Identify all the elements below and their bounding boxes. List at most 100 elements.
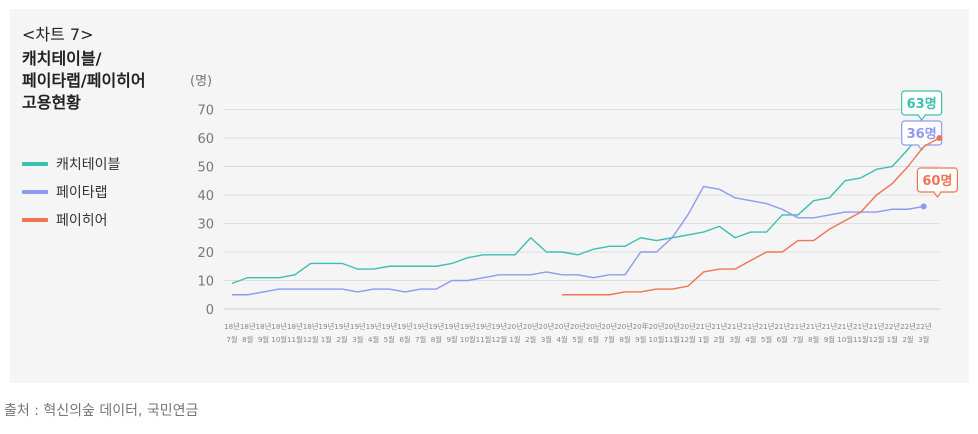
x-tick-year-label: 18년 (303, 322, 319, 331)
x-tick-year-label: 18년 (224, 322, 240, 331)
x-tick-month-label: 9월 (446, 335, 457, 344)
legend-swatch (22, 218, 48, 222)
x-tick-month-label: 12월 (680, 335, 696, 344)
legend-label: 페이타랩 (56, 185, 108, 201)
callout-pointer (932, 191, 942, 199)
x-tick-year-label: 20년 (586, 322, 602, 331)
x-tick-month-label: 10월 (837, 335, 853, 344)
x-tick-year-label: 19년 (491, 322, 507, 331)
y-tick-label: 10 (197, 275, 214, 290)
title-line-3: 고용현황 (22, 93, 81, 112)
x-tick-year-label: 21년 (727, 322, 743, 331)
legend-swatch (22, 190, 48, 194)
x-tick-month-label: 4월 (368, 335, 379, 344)
x-tick-month-label: 10월 (649, 335, 665, 344)
callout-value-label: 63명 (907, 96, 937, 112)
x-tick-month-label: 12월 (869, 335, 885, 344)
x-tick-month-label: 10월 (460, 335, 476, 344)
x-tick-year-label: 21년 (821, 322, 837, 331)
x-tick-month-label: 5월 (572, 335, 583, 344)
x-tick-year-label: 19년 (460, 322, 476, 331)
legend-item-catchtable: 캐치테이블 (22, 150, 120, 178)
x-tick-month-label: 7월 (226, 335, 237, 344)
x-tick-year-label: 19년 (444, 322, 460, 331)
x-tick-month-label: 2월 (525, 335, 536, 344)
x-tick-month-label: 12월 (491, 335, 507, 344)
x-tick-year-label: 20년 (507, 322, 523, 331)
legend-swatch (22, 162, 48, 166)
x-tick-year-label: 21년 (869, 322, 885, 331)
x-tick-month-label: 6월 (777, 335, 788, 344)
source-note: 출처 : 혁신의숲 데이터, 국민연금 (4, 403, 199, 419)
end-value-callout: 60명 (916, 167, 959, 199)
x-tick-year-label: 21년 (790, 322, 806, 331)
x-tick-month-label: 11월 (853, 335, 869, 344)
x-tick-month-label: 3월 (729, 335, 740, 344)
chart-number: <차트 7> (22, 25, 94, 44)
x-tick-year-label: 20년 (680, 322, 696, 331)
x-tick-year-label: 20년 (523, 322, 539, 331)
x-tick-year-label: 19년 (334, 322, 350, 331)
legend-item-paytalab: 페이타랩 (22, 178, 120, 206)
x-tick-month-label: 6월 (588, 335, 599, 344)
x-tick-month-label: 11월 (287, 335, 303, 344)
x-tick-year-label: 21년 (759, 322, 775, 331)
x-tick-month-label: 5월 (384, 335, 395, 344)
x-tick-year-label: 21년 (774, 322, 790, 331)
x-tick-month-label: 9월 (258, 335, 269, 344)
y-axis-unit-label: (명) (190, 74, 212, 89)
x-tick-year-label: 21년 (743, 322, 759, 331)
callout-value-label: 36명 (907, 126, 937, 142)
x-tick-year-label: 19년 (366, 322, 382, 331)
x-tick-year-label: 21년 (837, 322, 853, 331)
x-tick-year-label: 19년 (413, 322, 429, 331)
legend-label: 캐치테이블 (56, 157, 121, 173)
x-tick-year-label: 20년 (539, 322, 555, 331)
x-tick-year-label: 18년 (240, 322, 256, 331)
x-tick-year-label: 20년 (601, 322, 617, 331)
x-tick-month-label: 2월 (902, 335, 913, 344)
x-tick-month-label: 9월 (635, 335, 646, 344)
x-tick-month-label: 3월 (541, 335, 552, 344)
end-value-callout: 63명 (901, 90, 943, 122)
x-tick-year-label: 19년 (397, 322, 413, 331)
y-tick-label: 30 (197, 218, 214, 233)
title-line-2: 페이타랩/페이히어 (22, 71, 146, 90)
callout-pointer (917, 114, 927, 122)
y-tick-label: 0 (206, 303, 214, 318)
x-tick-month-label: 8월 (431, 335, 442, 344)
x-tick-month-label: 8월 (619, 335, 630, 344)
legend-label: 페이히어 (56, 213, 108, 229)
x-tick-year-label: 22년 (916, 322, 932, 331)
x-tick-month-label: 6월 (399, 335, 410, 344)
x-tick-month-label: 4월 (557, 335, 568, 344)
x-tick-month-label: 11월 (476, 335, 492, 344)
x-tick-year-label: 19년 (428, 322, 444, 331)
y-tick-label: 60 (197, 132, 214, 147)
title-line-1: 캐치테이블/ (22, 49, 102, 68)
x-tick-month-label: 1월 (887, 335, 898, 344)
x-tick-year-label: 20년 (554, 322, 570, 331)
chart-panel (10, 9, 969, 383)
x-tick-month-label: 3월 (918, 335, 929, 344)
series-line-1 (232, 185, 924, 296)
x-tick-year-label: 20년 (649, 322, 665, 331)
callout-value-label: 60명 (922, 173, 952, 189)
x-tick-month-label: 1월 (321, 335, 332, 344)
x-tick-year-label: 19년 (476, 322, 492, 331)
x-tick-month-label: 8월 (808, 335, 819, 344)
x-tick-month-label: 1월 (509, 335, 520, 344)
x-tick-year-label: 20년 (617, 322, 633, 331)
y-tick-label: 50 (197, 161, 214, 176)
x-tick-year-label: 18년 (256, 322, 272, 331)
x-tick-month-label: 7월 (415, 335, 426, 344)
legend: 캐치테이블 페이타랩 페이히어 (22, 150, 120, 234)
x-tick-year-label: 20年 (633, 322, 649, 331)
x-tick-year-label: 18년 (287, 322, 303, 331)
x-tick-month-label: 12월 (303, 335, 319, 344)
x-tick-year-label: 21년 (806, 322, 822, 331)
x-tick-month-label: 8월 (242, 335, 253, 344)
y-tick-label: 40 (197, 189, 214, 204)
x-tick-month-label: 7월 (604, 335, 615, 344)
